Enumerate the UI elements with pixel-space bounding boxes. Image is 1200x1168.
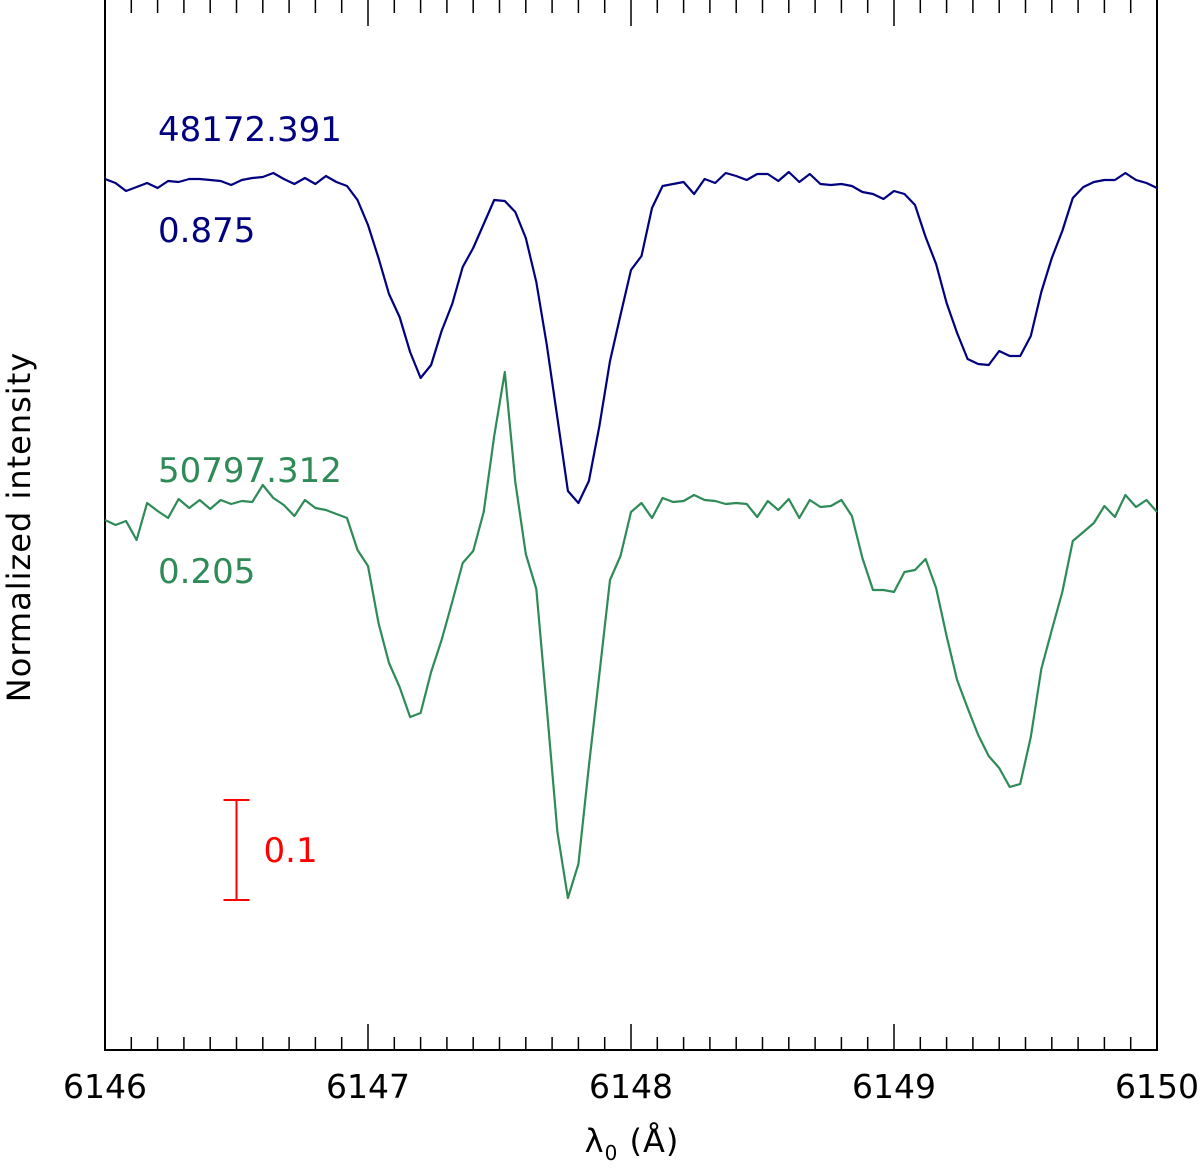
scale-bar: 0.1 <box>223 799 318 901</box>
series-line-0 <box>104 170 1158 505</box>
x-tick-label: 6150 <box>1115 1067 1199 1106</box>
x-tick-labels: 6146 6147 6148 6149 6150 <box>63 1067 1199 1106</box>
plot-frame <box>104 0 1158 1051</box>
x-tick-label: 6148 <box>589 1067 673 1106</box>
series-line-1 <box>104 370 1158 900</box>
axis-ticks <box>104 0 1158 1050</box>
series-hjd-label: 48172.391 <box>158 110 342 150</box>
x-tick-label: 6149 <box>852 1067 936 1106</box>
scale-bar-label: 0.1 <box>264 831 318 871</box>
y-axis-label: Normalized intensity <box>0 352 38 702</box>
series-layer: 48172.391 0.875 50797.312 0.205 <box>104 110 1158 900</box>
series-phase-label: 0.205 <box>158 552 255 592</box>
x-axis-label: λ0 (Å) <box>585 1122 680 1165</box>
series-phase-label: 0.875 <box>158 211 255 251</box>
x-tick-label: 6147 <box>326 1067 410 1106</box>
series-hjd-label: 50797.312 <box>158 451 342 491</box>
x-tick-label: 6146 <box>63 1067 147 1106</box>
